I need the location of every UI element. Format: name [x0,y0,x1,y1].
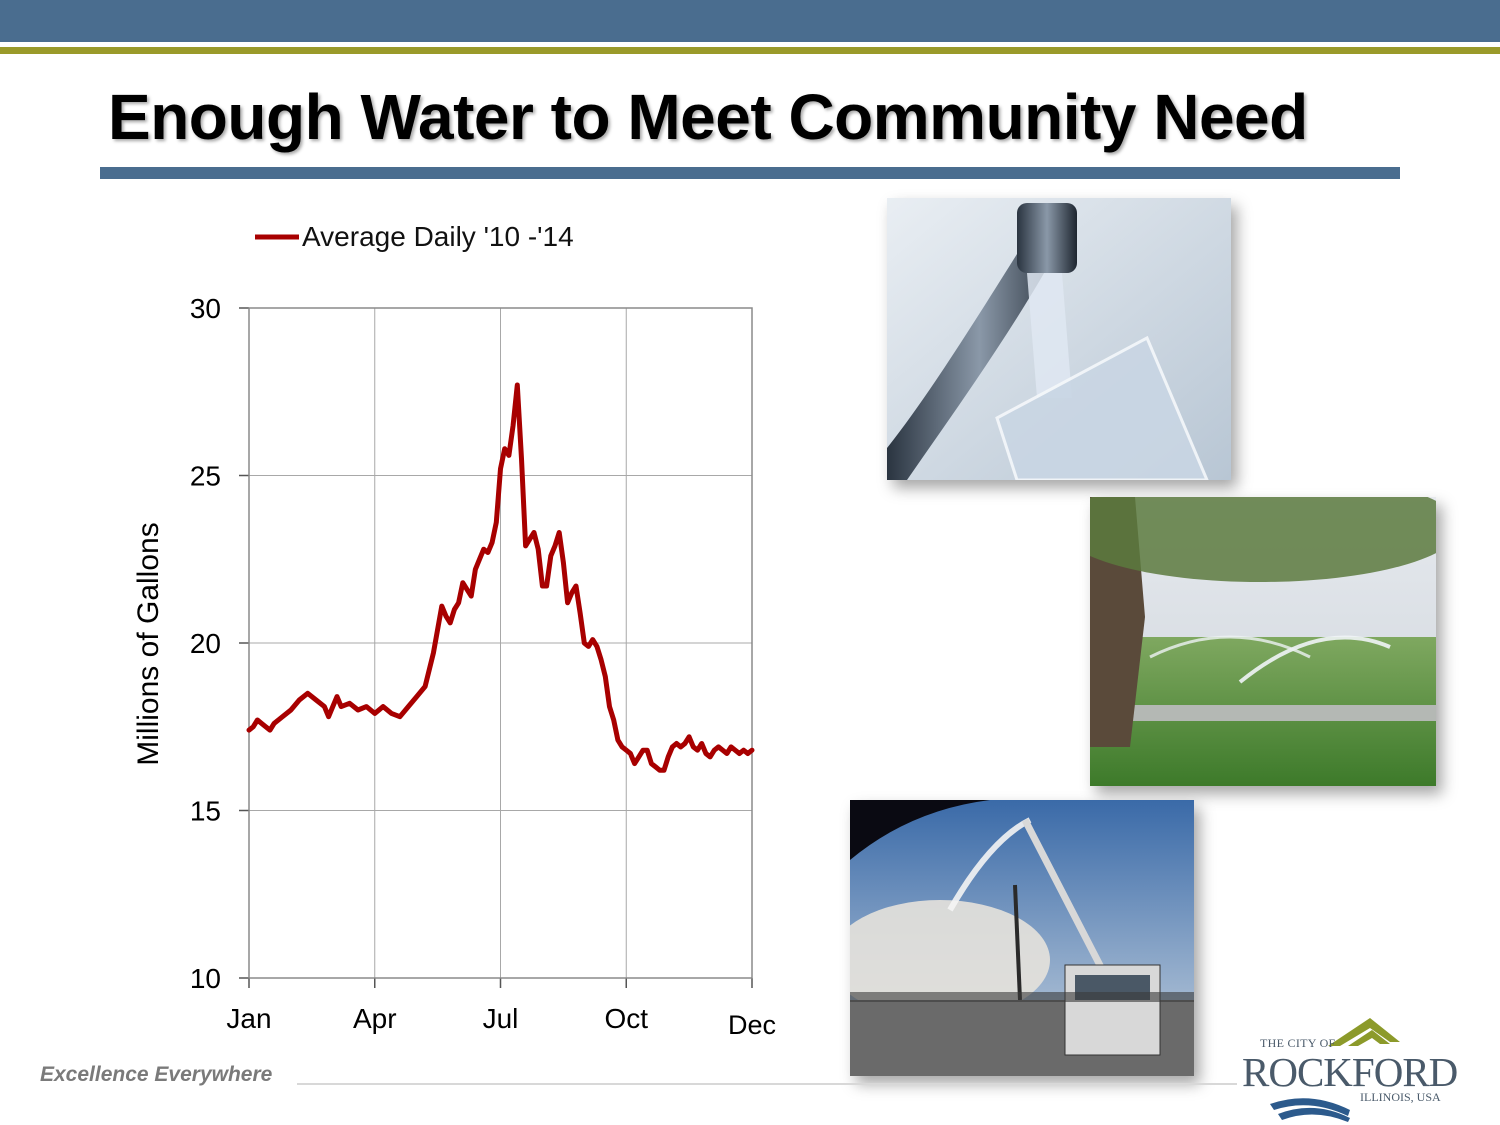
lawn-sprinkler-photo [1090,497,1436,786]
fire-truck-photo [850,800,1194,1076]
y-tick-label: 20 [190,628,221,659]
plot-frame [248,307,753,979]
x-tick-label: Apr [353,1003,397,1034]
series-line-average-daily [246,382,755,773]
chart-legend: Average Daily '10 -'14 [255,221,574,252]
x-tick-label: Jul [483,1003,519,1034]
slide-title: Enough Water to Meet Community Need [108,81,1308,153]
x-tick-label: Dec [728,1010,776,1040]
y-tick-label: 30 [190,293,221,324]
title-underline [100,167,1400,179]
logo-main-text: ROCKFORD [1242,1049,1458,1095]
y-tick-label: 15 [190,796,221,827]
city-of-rockford-logo: THE CITY OF ROCKFORD ILLINOIS, USA [1240,1012,1480,1122]
y-tick-label: 25 [190,461,221,492]
x-tick-label: Oct [604,1003,648,1034]
y-tick-label: 10 [190,963,221,994]
logo-top-text: THE CITY OF [1260,1036,1336,1050]
legend-label: Average Daily '10 -'14 [302,221,574,252]
chart-ticks: 10 15 20 25 30 Jan Apr Jul Oct Dec [190,293,776,1040]
header-gold-rule [0,47,1500,54]
chart-grid [249,307,752,978]
x-tick-label: Jan [226,1003,271,1034]
y-axis-label: Millions of Gallons [132,522,165,765]
header-band [0,0,1500,42]
footer-tagline: Excellence Everywhere [40,1063,273,1086]
water-usage-chart: Average Daily '10 -'14 Millions of Gallo… [132,221,776,1040]
faucet-water-glass-photo [887,198,1231,480]
footer-rule [297,1083,1237,1085]
rockford-logo-mark-icon [1270,1018,1400,1122]
logo-sub-text: ILLINOIS, USA [1360,1090,1441,1104]
